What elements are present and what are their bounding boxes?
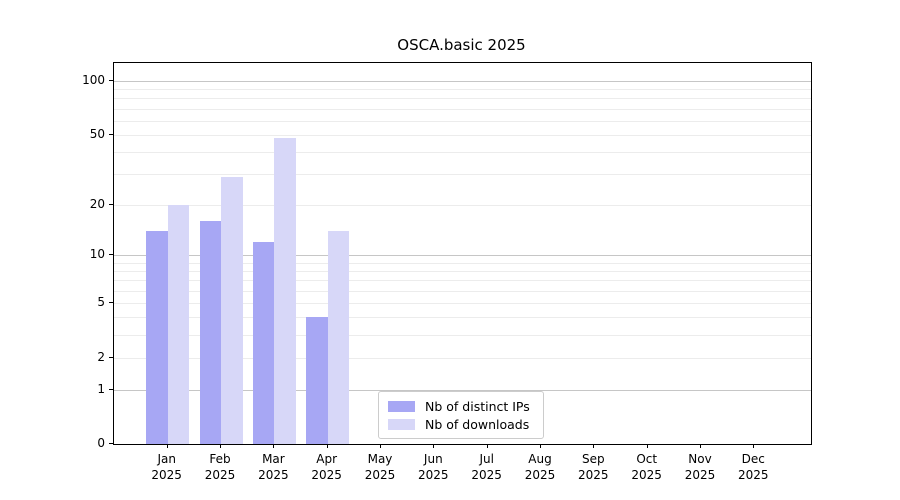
gridline-minor (114, 271, 811, 273)
gridline-minor (114, 280, 811, 282)
y-tick-mark (109, 356, 113, 358)
x-tick-label: Oct 2025 (631, 452, 662, 482)
x-tick-label: Dec 2025 (738, 452, 769, 482)
bar-nb-of-distinct-ips (146, 231, 168, 444)
x-tick-label: Nov 2025 (684, 452, 716, 482)
bar-nb-of-downloads (327, 231, 350, 444)
bar-nb-of-distinct-ips (199, 221, 221, 444)
y-tick-mark (109, 80, 113, 81)
gridline-minor (114, 291, 811, 292)
x-tick-mark (540, 444, 541, 448)
bar-nb-of-downloads (274, 137, 296, 444)
gridline-minor (114, 108, 811, 110)
y-tick-mark (109, 443, 113, 444)
gridline-major (114, 389, 811, 391)
y-tick-mark (109, 254, 113, 256)
y-tick-label: 100 (82, 73, 105, 87)
x-tick-label: Sep 2025 (578, 452, 609, 482)
gridline-minor (114, 120, 811, 122)
gridline-minor (114, 317, 811, 319)
bar-nb-of-distinct-ips (306, 317, 328, 444)
x-tick-mark (433, 444, 435, 448)
x-tick-mark (753, 444, 755, 448)
gridline-minor (114, 89, 811, 91)
x-tick-label: Mar 2025 (258, 452, 289, 482)
legend-row-downloads: Nb of downloads (388, 415, 534, 433)
y-tick-label: 2 (97, 349, 105, 364)
y-tick-mark (109, 302, 113, 304)
legend-label-distinct-ips: Nb of distinct IPs (425, 398, 530, 414)
bar-nb-of-downloads (221, 176, 243, 444)
y-tick-label: 5 (97, 295, 105, 310)
x-tick-label: Jun 2025 (418, 452, 449, 482)
y-tick-label: 0 (97, 436, 105, 450)
y-tick-label: 20 (89, 196, 105, 211)
gridline-minor (114, 204, 811, 206)
x-tick-mark (273, 444, 275, 448)
y-tick-label: 50 (89, 126, 105, 141)
gridline-major (114, 81, 811, 82)
gridline-minor (114, 134, 811, 136)
x-tick-label: Jul 2025 (471, 452, 502, 482)
bar-nb-of-downloads (167, 204, 190, 444)
x-tick-mark (220, 444, 221, 448)
x-tick-label: Jan 2025 (151, 452, 182, 482)
y-tick-mark (109, 388, 113, 390)
x-tick-label: May 2025 (364, 452, 396, 482)
x-tick-label: Feb 2025 (204, 452, 236, 482)
x-tick-mark (380, 444, 381, 448)
y-tick-mark (109, 203, 113, 205)
x-tick-mark (700, 444, 701, 448)
gridline-major (114, 255, 811, 257)
gridline-minor (114, 357, 811, 359)
legend: Nb of distinct IPs Nb of downloads (378, 391, 544, 439)
x-tick-mark (326, 444, 328, 448)
legend-swatch-distinct-ips (388, 400, 415, 412)
x-tick-mark (646, 444, 648, 448)
chart-title: OSCA.basic 2025 (397, 36, 526, 54)
y-tick-label: 1 (97, 381, 105, 396)
gridline-minor (114, 151, 811, 153)
gridline-minor (114, 335, 811, 336)
y-tick-label: 10 (89, 247, 105, 262)
legend-row-distinct-ips: Nb of distinct IPs (388, 397, 534, 415)
bar-nb-of-distinct-ips (252, 242, 275, 444)
x-tick-mark (166, 444, 168, 448)
x-tick-mark (593, 444, 595, 448)
y-tick-mark (109, 133, 113, 135)
gridline-minor (114, 262, 811, 264)
x-tick-mark (486, 444, 488, 448)
x-tick-label: Apr 2025 (311, 452, 342, 482)
x-tick-label: Aug 2025 (524, 452, 556, 482)
legend-swatch-downloads (388, 418, 415, 430)
gridline-minor (114, 98, 811, 100)
gridline-minor (114, 303, 811, 305)
gridline-minor (114, 173, 811, 175)
plot-area (113, 62, 812, 445)
legend-label-downloads: Nb of downloads (425, 416, 530, 432)
